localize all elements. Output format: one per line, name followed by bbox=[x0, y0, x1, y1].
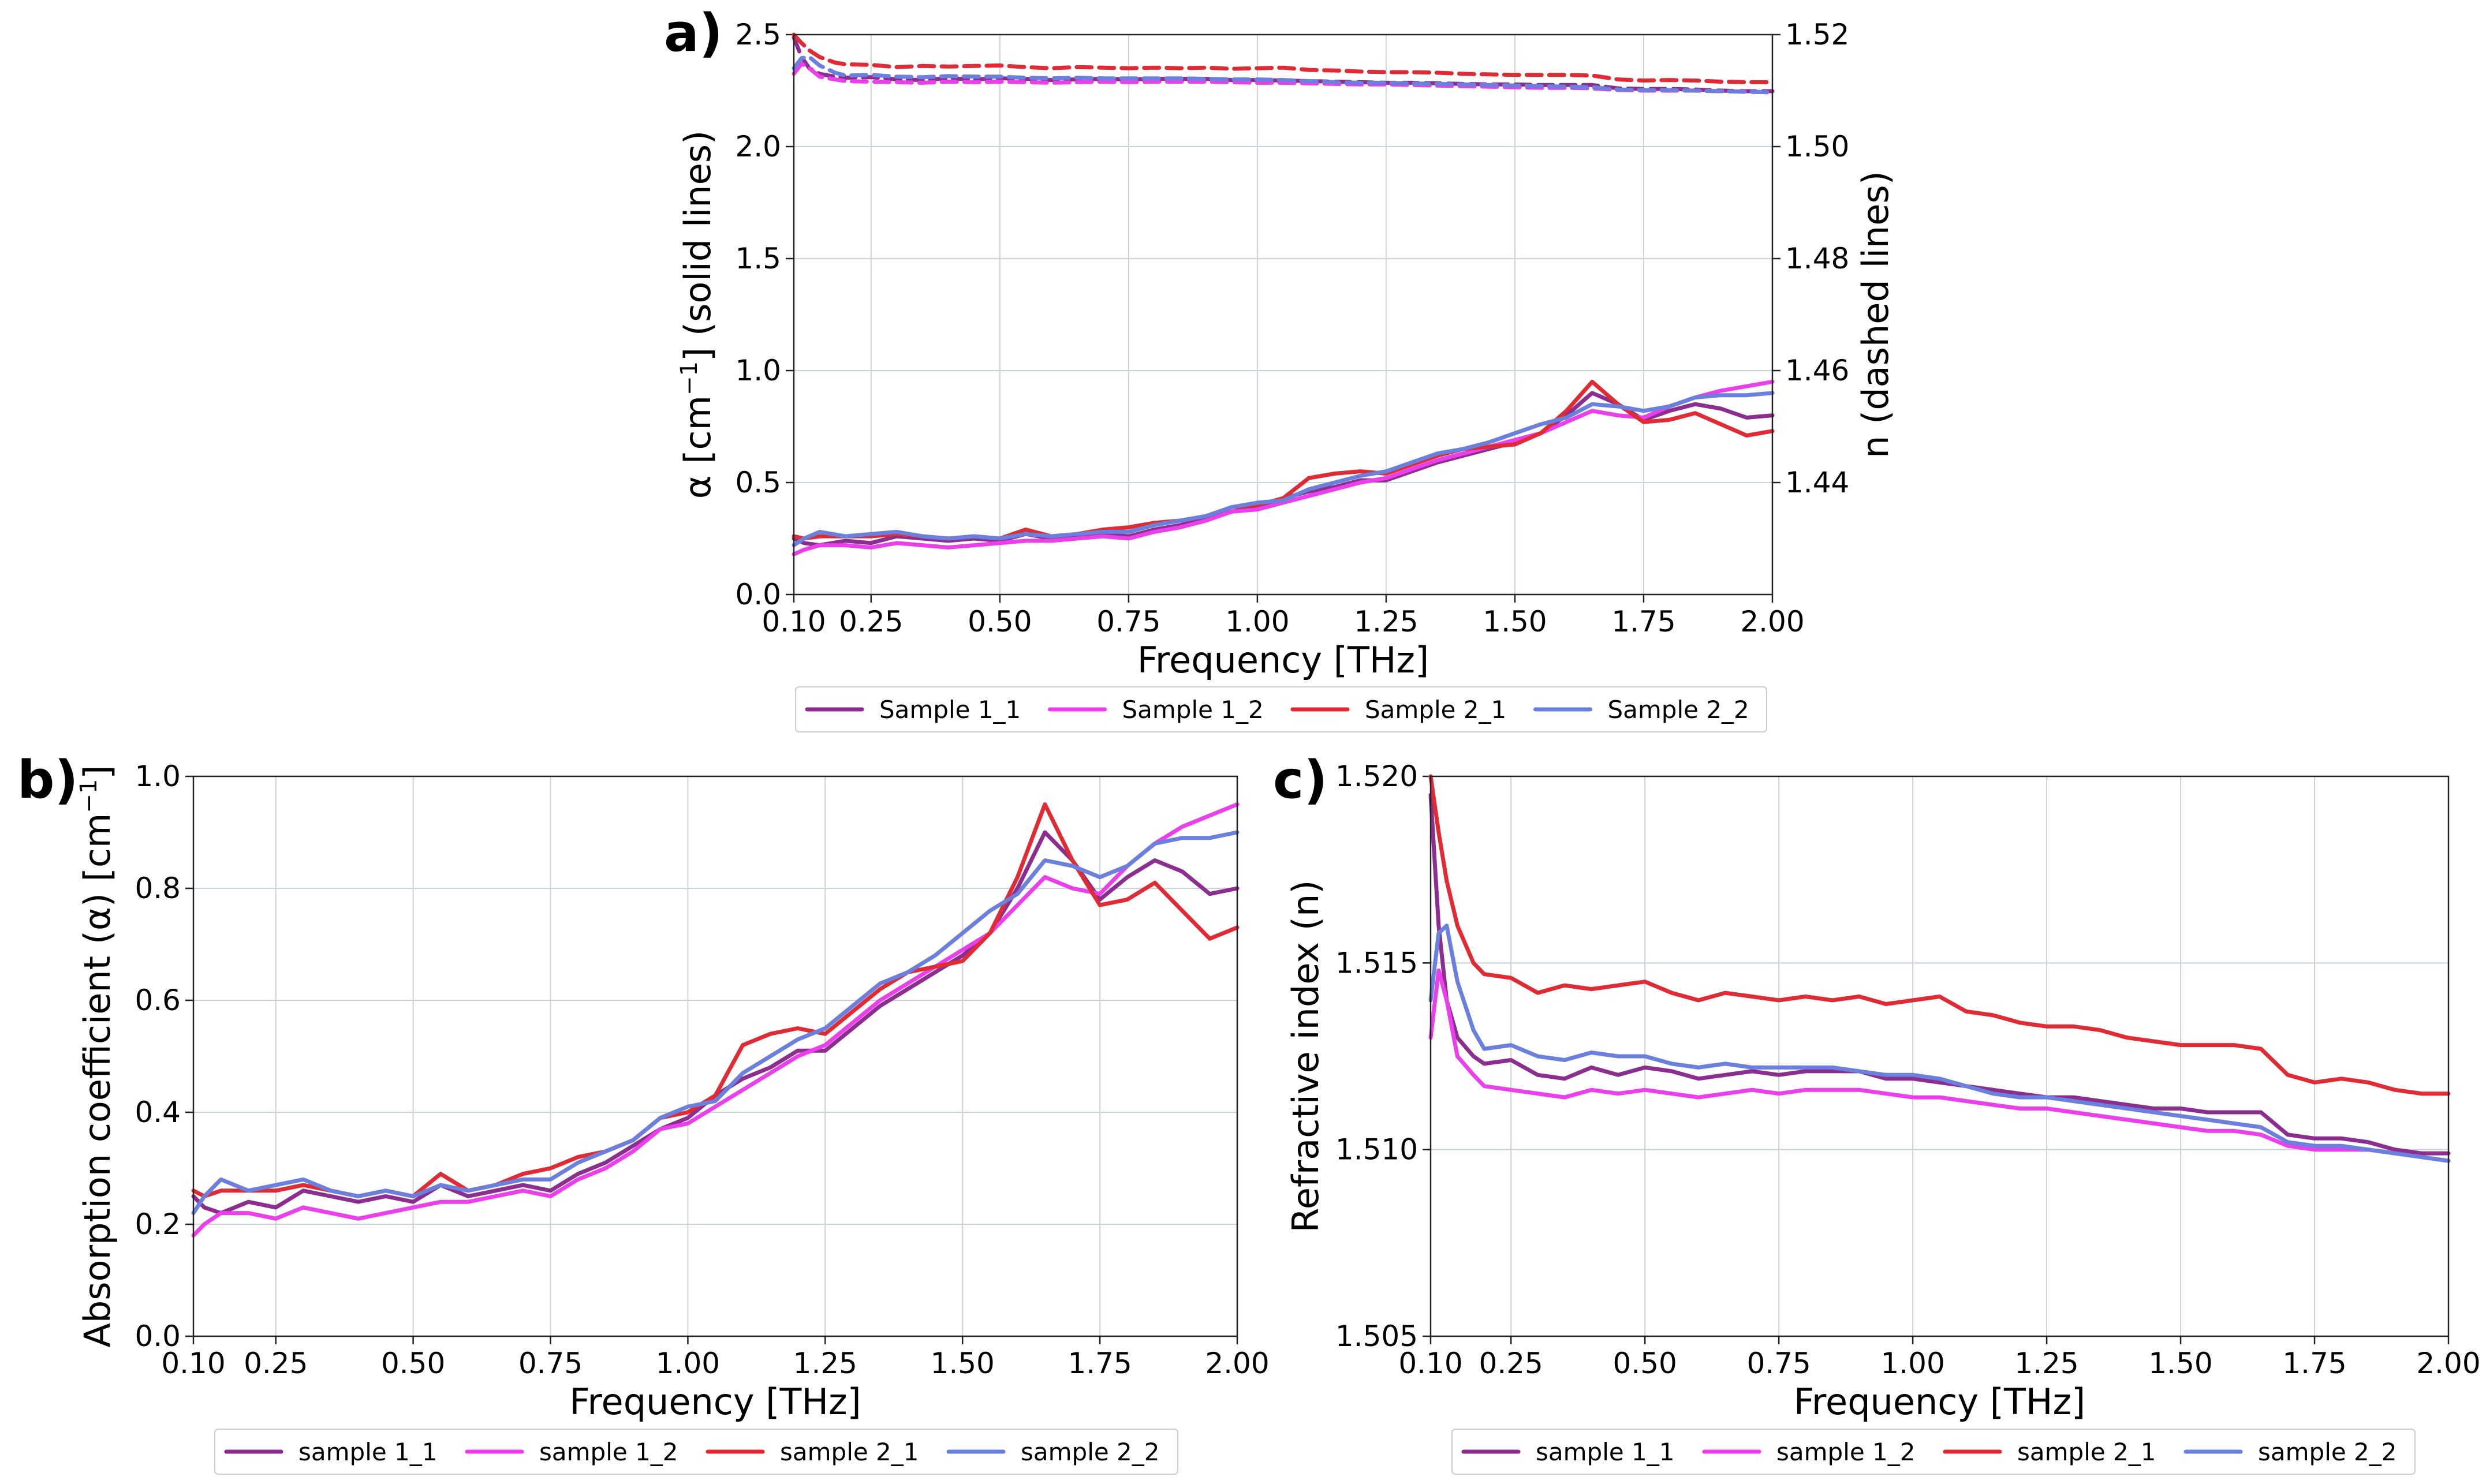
x-tick-label: 0.10 bbox=[161, 1347, 225, 1380]
x-tick-label: 0.50 bbox=[381, 1347, 445, 1380]
line-n-sample-2_2 bbox=[792, 55, 1775, 95]
line-sample-1_2 bbox=[1428, 968, 2451, 1163]
legend-label: sample 2_1 bbox=[780, 1438, 919, 1466]
x-tick-label: 1.00 bbox=[1225, 605, 1289, 638]
y-tick-label: 1.510 bbox=[1335, 1133, 1418, 1167]
legend-box bbox=[214, 1429, 1178, 1475]
y-tick-label: 1.505 bbox=[1335, 1319, 1418, 1353]
legend-label: Sample 1_2 bbox=[1122, 696, 1264, 724]
y-tick-label: 1.5 bbox=[735, 242, 781, 275]
legend: Sample 1_1 Sample 1_2 Sample 2_1 Sample 2_2 bbox=[795, 686, 1767, 732]
line-sample-2_2 bbox=[1428, 924, 2451, 1163]
x-tick-label: 1.75 bbox=[1611, 605, 1675, 638]
x-tick-label: 0.25 bbox=[1479, 1347, 1543, 1380]
x-axis-label: Frequency [THz] bbox=[1794, 1381, 2085, 1423]
x-tick-label: 0.25 bbox=[839, 605, 903, 638]
panel-c-chart: 0.10 0.25 0.50 0.75 1.00 1.25 1.50 1.75 2.00 1.50… bbox=[1273, 750, 2481, 1475]
axis-frame bbox=[192, 775, 1238, 1337]
x-tick-label: 0.50 bbox=[968, 605, 1032, 638]
y-tick-label: 0.0 bbox=[735, 578, 781, 611]
y2-tick-label: 1.48 bbox=[1785, 242, 1849, 275]
x-tick-label: 1.75 bbox=[1067, 1347, 1132, 1380]
panel-a-chart: 0.10 0.25 0.50 0.75 1.00 1.25 1.50 1.75 2.00 0.0 0… bbox=[664, 3, 1897, 732]
legend-label: sample 1_2 bbox=[539, 1438, 678, 1466]
legend-label: sample 1_1 bbox=[1536, 1438, 1675, 1466]
x-tick-label: 0.10 bbox=[1398, 1347, 1462, 1380]
y-tick-label: 0.8 bbox=[135, 872, 181, 905]
y-tick-label: 0.4 bbox=[135, 1096, 181, 1129]
x-tick-label: 0.25 bbox=[244, 1347, 308, 1380]
x-tick-label: 2.00 bbox=[1205, 1347, 1269, 1380]
legend-box bbox=[1451, 1429, 2416, 1475]
axis-frame bbox=[793, 33, 1774, 596]
y2-tick-label: 1.46 bbox=[1785, 354, 1849, 387]
y-tick-label: 2.5 bbox=[735, 18, 781, 51]
x-tick-label: 1.25 bbox=[1354, 605, 1418, 638]
line-sample-1_2 bbox=[191, 802, 1240, 1238]
x-axis-label: Frequency [THz] bbox=[1137, 639, 1429, 681]
y-axis-label: α [cm−1] (solid lines) bbox=[676, 130, 719, 499]
legend-label: sample 2_2 bbox=[1021, 1438, 1160, 1466]
y-axis-label: Absorption coefficient (α) [cm−1] bbox=[76, 765, 118, 1348]
panel-label: c) bbox=[1273, 750, 1327, 810]
x-tick-label: 1.25 bbox=[2014, 1347, 2078, 1380]
legend-label: Sample 2_2 bbox=[1608, 696, 1749, 724]
x-tick-label: 1.00 bbox=[1880, 1347, 1944, 1380]
legend-label: Sample 1_1 bbox=[879, 696, 1021, 724]
x-axis-label: Frequency [THz] bbox=[569, 1381, 861, 1423]
y-tick-label: 0.2 bbox=[135, 1208, 181, 1241]
x-tick-label: 1.25 bbox=[793, 1347, 857, 1380]
x-tick-label: 0.75 bbox=[518, 1347, 583, 1380]
legend: sample 1_1 sample 1_2 sample 2_1 sample 2_2 bbox=[1451, 1429, 2416, 1475]
y2-tick-label: 1.44 bbox=[1785, 466, 1849, 499]
y2-axis-label: n (dashed lines) bbox=[1854, 171, 1897, 458]
line-sample-1_1 bbox=[191, 830, 1240, 1216]
y-tick-label: 0.5 bbox=[735, 466, 781, 499]
x-tick-label: 1.50 bbox=[2148, 1347, 2212, 1380]
x-tick-label: 1.75 bbox=[2282, 1347, 2346, 1380]
y-tick-label: 1.520 bbox=[1335, 760, 1418, 793]
y-tick-label: 0.6 bbox=[135, 984, 181, 1017]
legend-label: sample 2_1 bbox=[2017, 1438, 2156, 1466]
x-tick-label: 2.00 bbox=[1740, 605, 1804, 638]
panel-label: a) bbox=[664, 3, 723, 63]
x-tick-label: 1.50 bbox=[931, 1347, 995, 1380]
y-tick-label: 1.515 bbox=[1335, 946, 1418, 980]
line-sample-2_1 bbox=[1428, 774, 2451, 1096]
line-alpha-sample-1_2 bbox=[792, 379, 1775, 556]
y-tick-label: 1.0 bbox=[735, 354, 781, 387]
axis-frame bbox=[1429, 775, 2450, 1337]
x-tick-label: 2.00 bbox=[2416, 1347, 2480, 1380]
legend-label: Sample 2_1 bbox=[1365, 696, 1506, 724]
series-group bbox=[1428, 774, 2451, 1163]
x-tick-label: 1.00 bbox=[656, 1347, 720, 1380]
y-tick-label: 2.0 bbox=[735, 130, 781, 163]
legend: sample 1_1 sample 1_2 sample 2_1 sample 2_2 bbox=[214, 1429, 1178, 1475]
x-tick-label: 0.75 bbox=[1746, 1347, 1811, 1380]
panel-label: b) bbox=[17, 750, 79, 810]
x-tick-label: 0.50 bbox=[1612, 1347, 1677, 1380]
line-sample-1_1 bbox=[1428, 793, 2451, 1156]
y2-tick-label: 1.52 bbox=[1785, 18, 1849, 51]
legend-box bbox=[795, 686, 1767, 732]
x-tick-label: 1.50 bbox=[1483, 605, 1547, 638]
line-sample-2_2 bbox=[191, 830, 1240, 1216]
x-tick-label: 0.10 bbox=[762, 605, 826, 638]
legend-label: sample 1_2 bbox=[1776, 1438, 1916, 1466]
y2-tick-label: 1.50 bbox=[1785, 130, 1849, 163]
series-group bbox=[792, 32, 1775, 556]
y-tick-label: 0.0 bbox=[135, 1319, 181, 1353]
series-group bbox=[191, 802, 1240, 1238]
y-axis-label: Refractive index (n) bbox=[1285, 880, 1327, 1233]
panel-b-chart: 0.10 0.25 0.50 0.75 1.00 1.25 1.50 1.75 2.00 0.0 0… bbox=[17, 750, 1270, 1475]
legend-label: sample 2_2 bbox=[2258, 1438, 2397, 1466]
legend-label: sample 1_1 bbox=[298, 1438, 438, 1466]
line-alpha-sample-2_2 bbox=[792, 391, 1775, 548]
x-tick-label: 0.75 bbox=[1096, 605, 1160, 638]
y-tick-label: 1.0 bbox=[135, 760, 181, 793]
line-n-sample-2_1 bbox=[792, 32, 1775, 84]
